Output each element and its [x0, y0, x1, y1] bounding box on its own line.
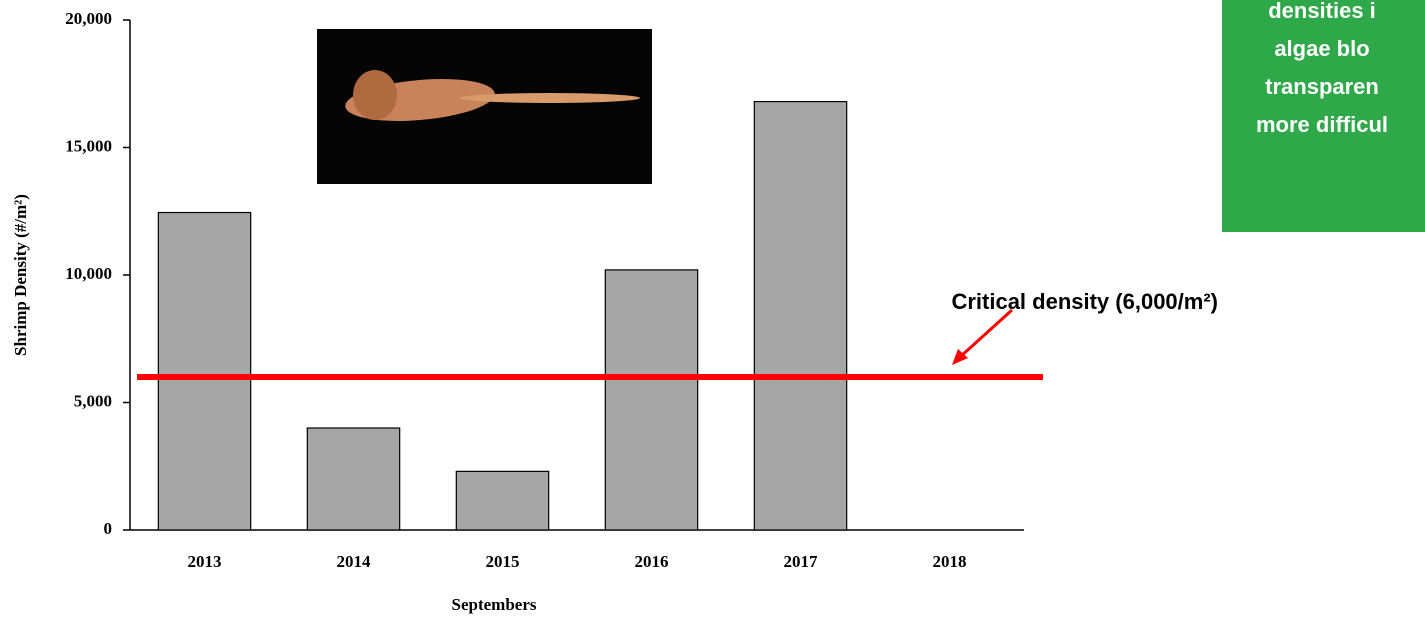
callout-text: transparen: [1265, 74, 1379, 99]
x-tick-label: 2014: [337, 552, 372, 571]
x-tick-label: 2017: [784, 552, 819, 571]
annotation: Critical density (6,000/m²): [951, 289, 1218, 314]
x-tick-label: 2013: [188, 552, 222, 571]
bar: [605, 270, 697, 530]
y-tick-label: 15,000: [65, 136, 112, 155]
x-tick-label: 2016: [635, 552, 669, 571]
y-tick-label: 0: [104, 519, 113, 538]
y-tick-label: 5,000: [74, 391, 112, 410]
shrimp-photo: [317, 29, 652, 184]
callout-text: algae blo: [1274, 36, 1369, 61]
bar: [456, 471, 548, 530]
bar: [158, 213, 250, 530]
x-tick-label: 2018: [933, 552, 967, 571]
y-tick-label: 20,000: [65, 9, 112, 28]
x-tick-label: 2015: [486, 552, 520, 571]
y-axis-title: Shrimp Density (#/m²): [11, 194, 30, 356]
annotation-arrow: [960, 310, 1012, 357]
x-axis-title: Septembers: [452, 595, 537, 614]
bar: [307, 428, 399, 530]
chart: Shrimp Density (#/m²) Septembers Critica…: [0, 0, 1425, 621]
callout-text: densities i: [1268, 0, 1376, 23]
bar: [754, 102, 846, 530]
y-tick-label: 10,000: [65, 264, 112, 283]
callout-text: more difficul: [1256, 112, 1388, 137]
